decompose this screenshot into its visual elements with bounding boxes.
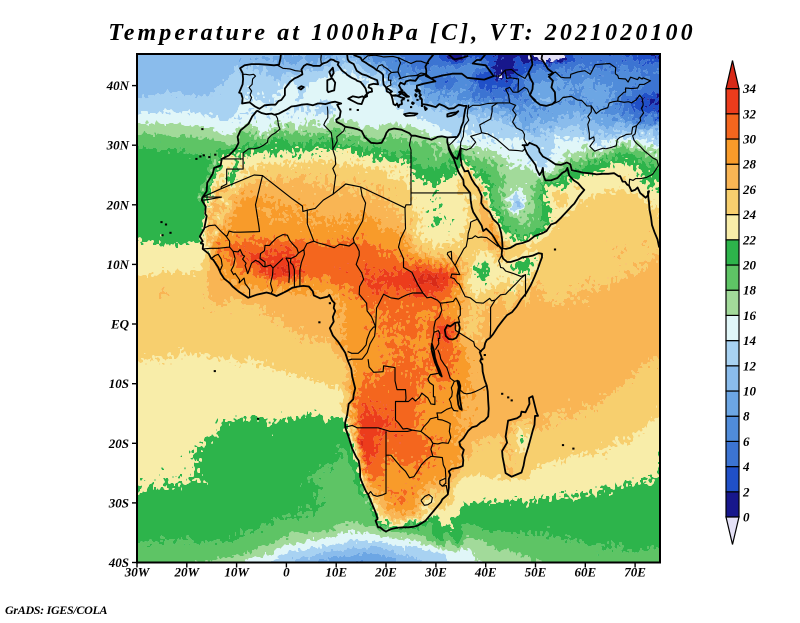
svg-text:20W: 20W [174,564,201,579]
svg-text:12: 12 [743,358,757,373]
svg-text:4: 4 [742,459,750,474]
svg-text:0: 0 [743,510,750,525]
svg-text:Temperature at 1000hPa [C], VT: Temperature at 1000hPa [C], VT: 20210201… [108,20,696,46]
svg-text:40S: 40S [108,555,129,570]
svg-text:10: 10 [743,384,757,399]
svg-text:20N: 20N [106,197,130,212]
svg-text:30E: 30E [424,564,447,579]
svg-text:28: 28 [742,157,757,172]
svg-text:18: 18 [743,283,757,298]
svg-text:20E: 20E [374,564,397,579]
svg-text:70E: 70E [624,564,646,579]
svg-text:32: 32 [742,106,757,121]
svg-text:20S: 20S [108,436,129,451]
svg-text:16: 16 [743,308,757,323]
svg-text:2: 2 [742,484,750,499]
svg-text:40N: 40N [106,78,130,93]
svg-text:22: 22 [742,232,757,247]
svg-text:40E: 40E [474,564,497,579]
svg-text:20: 20 [742,258,757,273]
svg-text:10N: 10N [107,257,130,272]
svg-text:50E: 50E [525,564,547,579]
svg-text:24: 24 [742,207,757,222]
svg-text:30S: 30S [108,495,129,510]
svg-text:10E: 10E [325,564,347,579]
svg-text:10S: 10S [109,376,129,391]
svg-text:10W: 10W [224,564,250,579]
svg-text:60E: 60E [574,564,596,579]
svg-text:6: 6 [743,434,750,449]
svg-text:EQ: EQ [110,317,130,332]
svg-text:34: 34 [742,81,757,96]
svg-text:30: 30 [742,132,757,147]
svg-text:30W: 30W [124,564,151,579]
svg-text:26: 26 [742,182,757,197]
svg-text:0: 0 [283,564,290,579]
svg-text:8: 8 [743,409,750,424]
svg-text:GrADS: IGES/COLA: GrADS: IGES/COLA [5,603,108,617]
svg-text:14: 14 [743,333,757,348]
svg-text:30N: 30N [106,138,130,153]
